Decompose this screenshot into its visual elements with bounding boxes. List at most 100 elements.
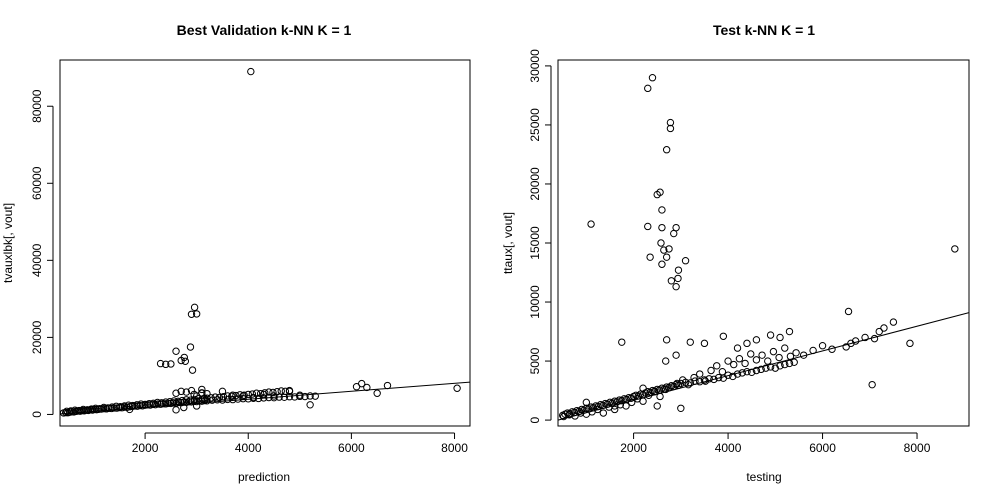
data-point [104, 404, 112, 412]
data-point [662, 385, 670, 394]
data-point [679, 376, 687, 384]
data-point [657, 239, 665, 247]
data-point [713, 362, 721, 370]
data-point [565, 411, 574, 419]
x-axis-label: prediction [238, 470, 290, 484]
data-point [187, 386, 196, 395]
data-point [673, 379, 681, 388]
data-point [790, 358, 798, 366]
data-point [653, 402, 661, 410]
plot-frame [557, 59, 970, 427]
data-point [775, 353, 783, 362]
data-point [172, 406, 180, 414]
data-point [875, 327, 883, 336]
data-point [301, 392, 309, 401]
data-point [270, 392, 278, 400]
data-point [116, 403, 125, 411]
fit-line [557, 312, 970, 421]
data-point [153, 398, 162, 407]
data-point [63, 407, 71, 416]
data-point [453, 384, 461, 392]
data-point [743, 339, 751, 348]
x-axis-label: testing [746, 470, 781, 484]
x-tick-label: 2000 [620, 441, 647, 455]
y-tick-label: 25000 [528, 108, 542, 142]
data-point [187, 310, 196, 318]
data-point [648, 74, 657, 82]
data-point [705, 375, 713, 383]
y-tick-label: 0 [528, 416, 542, 423]
data-point [785, 359, 794, 368]
data-point [752, 356, 761, 364]
data-point [219, 393, 228, 401]
data-point [818, 342, 827, 350]
x-tick-label: 6000 [338, 441, 365, 455]
data-point [906, 339, 914, 348]
data-point [662, 357, 670, 365]
data-point [285, 387, 294, 396]
data-point [677, 379, 685, 388]
y-axis: 0 5000 10000 15000 20000 25000 30000 [528, 49, 552, 423]
data-point [656, 188, 664, 196]
data-point [757, 365, 765, 374]
data-point [190, 303, 199, 312]
data-point [707, 366, 715, 375]
data-point [125, 403, 134, 411]
data-point [677, 404, 685, 412]
y-tick-label: 30000 [528, 49, 542, 83]
scatter-points [59, 67, 461, 417]
x-tick-label: 2000 [132, 441, 159, 455]
x-tick-label: 4000 [715, 441, 742, 455]
data-point [593, 405, 602, 414]
x-axis: 2000 4000 6000 8000 [132, 432, 468, 455]
data-point [269, 388, 277, 397]
data-point [735, 355, 744, 363]
data-point [766, 363, 775, 371]
data-point [662, 253, 671, 261]
data-point [844, 307, 853, 316]
data-point [87, 405, 96, 413]
data-point [733, 344, 742, 352]
data-point [180, 398, 188, 406]
data-point [239, 392, 247, 400]
data-point [644, 222, 652, 231]
data-point [868, 380, 876, 389]
data-point [180, 353, 188, 362]
data-point [672, 282, 680, 291]
y-axis-label: ttaux[, vout] [501, 212, 515, 274]
x-tick-label: 8000 [441, 441, 468, 455]
data-point [672, 351, 680, 359]
data-point [249, 393, 258, 402]
data-point [599, 409, 608, 417]
data-point [658, 206, 666, 214]
data-point [383, 381, 392, 390]
x-axis: 2000 4000 6000 8000 [620, 432, 931, 455]
data-point [658, 223, 666, 232]
data-point [96, 404, 104, 413]
x-tick-label: 4000 [235, 441, 262, 455]
y-tick-label: 20000 [528, 167, 542, 201]
data-point [75, 406, 83, 415]
data-point [752, 336, 761, 344]
fit-line [59, 381, 471, 415]
data-point [311, 392, 319, 400]
data-point [666, 118, 675, 127]
data-point [719, 332, 728, 340]
data-point [700, 339, 709, 348]
data-point [156, 359, 165, 368]
data-point [730, 360, 738, 369]
data-point [686, 338, 694, 346]
data-point [951, 245, 959, 253]
data-point [218, 387, 227, 396]
y-tick-label: 10000 [528, 285, 542, 319]
data-point [681, 257, 690, 265]
chart-title: Test k-NN K = 1 [713, 22, 815, 38]
data-point [667, 277, 676, 285]
y-tick-label: 80000 [30, 89, 44, 123]
data-point [240, 391, 248, 399]
data-point [306, 392, 314, 400]
data-point [247, 67, 255, 76]
data-point [644, 84, 652, 93]
data-point [256, 389, 265, 398]
data-point [690, 373, 698, 382]
